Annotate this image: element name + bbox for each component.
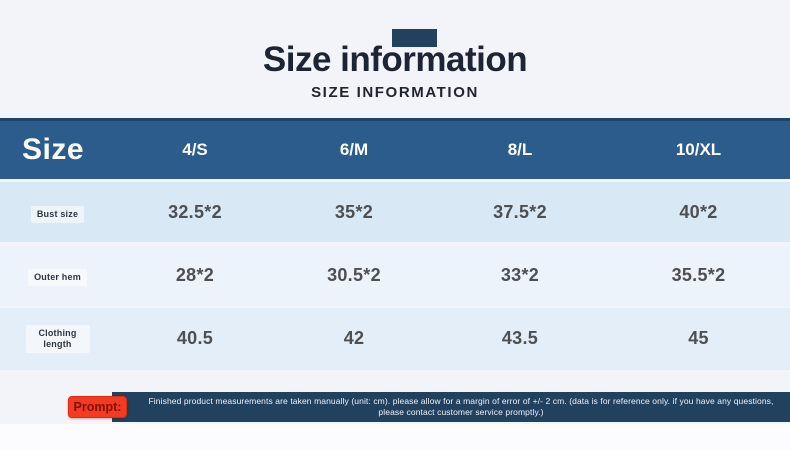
table-row-outer-hem: Outer hem 28*2 30.5*2 33*2 35.5*2 xyxy=(0,242,790,307)
cell-value: 40.5 xyxy=(115,305,275,370)
size-table: Size 4/S 6/M 8/L 10/XL Bust size 32.5*2 … xyxy=(0,118,790,370)
table-row-bust-size: Bust size 32.5*2 35*2 37.5*2 40*2 xyxy=(0,179,790,244)
cell-value: 40*2 xyxy=(607,179,790,244)
row-label-cell: Outer hem xyxy=(0,242,115,307)
page-title: Size information xyxy=(262,40,528,79)
cell-value: 43.5 xyxy=(433,305,607,370)
cell-value: 42 xyxy=(275,305,433,370)
cell-value: 45 xyxy=(607,305,790,370)
size-table-header-row: Size 4/S 6/M 8/L 10/XL xyxy=(0,118,790,181)
prompt-badge: Prompt: xyxy=(68,396,127,418)
cell-value: 35*2 xyxy=(275,179,433,244)
row-label: Bust size xyxy=(30,206,85,223)
cell-value: 35.5*2 xyxy=(607,242,790,307)
column-header-10xl: 10/XL xyxy=(607,118,790,181)
cell-value: 33*2 xyxy=(433,242,607,307)
row-label: Outer hem xyxy=(28,269,87,286)
row-label: Clothing length xyxy=(25,324,90,353)
prompt-bar: Finished product measurements are taken … xyxy=(112,392,790,422)
bottom-spacer xyxy=(0,424,790,450)
column-header-6m: 6/M xyxy=(275,118,433,181)
column-header-4s: 4/S xyxy=(115,118,275,181)
cell-value: 37.5*2 xyxy=(433,179,607,244)
cell-value: 30.5*2 xyxy=(275,242,433,307)
row-label-cell: Bust size xyxy=(0,179,115,244)
prompt-text: Finished product measurements are taken … xyxy=(148,396,774,417)
page-subtitle: SIZE INFORMATION xyxy=(311,84,479,101)
cell-value: 28*2 xyxy=(115,242,275,307)
table-row-clothing-length: Clothing length 40.5 42 43.5 45 xyxy=(0,305,790,370)
column-header-8l: 8/L xyxy=(433,118,607,181)
size-corner-header: Size xyxy=(0,118,115,181)
row-label-cell: Clothing length xyxy=(0,305,115,370)
cell-value: 32.5*2 xyxy=(115,179,275,244)
title-accent-box xyxy=(392,29,437,47)
